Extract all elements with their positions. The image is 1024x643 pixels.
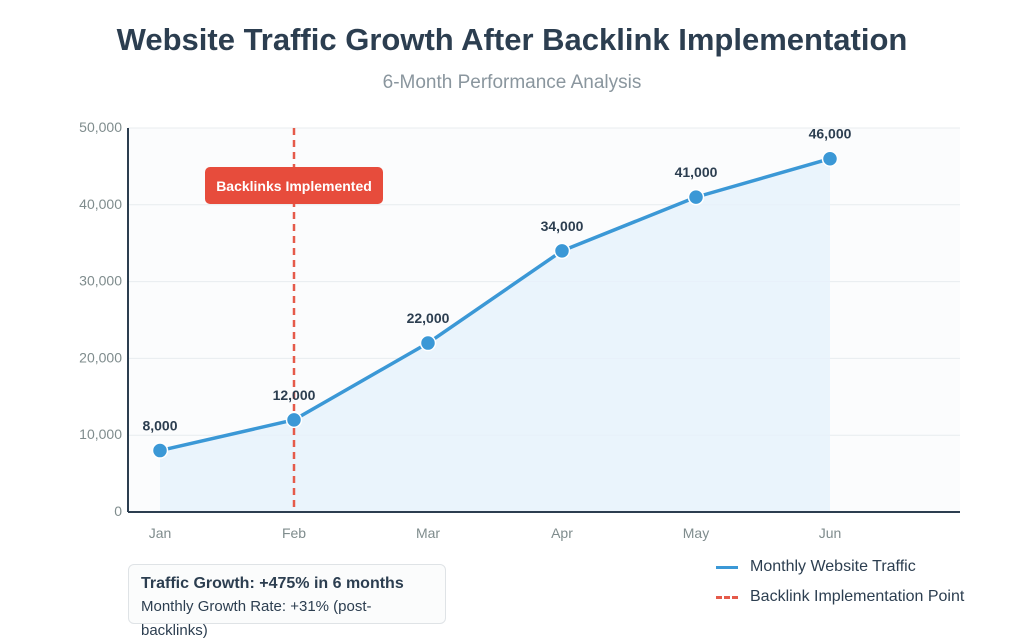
- traffic-line-chart: 0 10,000 20,000 30,000 40,000 50,000 Jan Feb Ma…: [79, 119, 960, 541]
- x-tick-label: Mar: [416, 525, 440, 541]
- y-tick-label: 10,000: [79, 426, 122, 442]
- data-label: 22,000: [407, 310, 450, 326]
- y-tick-label: 40,000: [79, 196, 122, 212]
- growth-stats-box: Traffic Growth: +475% in 6 months Monthl…: [128, 564, 446, 639]
- x-axis-ticks: Jan Feb Mar Apr May Jun: [149, 525, 842, 541]
- y-tick-label: 30,000: [79, 273, 122, 289]
- data-point: [553, 242, 571, 260]
- y-tick-label: 0: [114, 503, 122, 519]
- traffic-growth-stat: Traffic Growth: +475% in 6 months: [141, 575, 404, 592]
- data-point: [687, 188, 705, 206]
- data-labels: 8,000 12,000 22,000 34,000 41,000 46,000: [142, 126, 851, 434]
- monthly-growth-rate-stat: Monthly Growth Rate: +31% (post-backlink…: [141, 598, 372, 639]
- data-label: 34,000: [541, 218, 584, 234]
- y-axis-ticks: 0 10,000 20,000 30,000 40,000 50,000: [79, 119, 122, 519]
- solid-line-swatch-icon: [716, 565, 738, 569]
- x-tick-label: Feb: [282, 525, 306, 541]
- series-area-fill: [160, 158, 830, 512]
- data-points: [151, 150, 839, 459]
- legend-label-traffic: Monthly Website Traffic: [750, 558, 916, 575]
- chart-title: Website Traffic Growth After Backlink Im…: [116, 22, 908, 57]
- series-line: [158, 156, 832, 453]
- x-tick-label: Jan: [149, 525, 172, 541]
- y-tick-label: 50,000: [79, 119, 122, 135]
- legend-item-backlink: Backlink Implementation Point: [716, 582, 964, 612]
- data-label: 12,000: [273, 387, 316, 403]
- annotation-badge-bg: [205, 167, 383, 204]
- data-label: 46,000: [809, 126, 852, 142]
- legend-item-traffic: Monthly Website Traffic: [716, 552, 964, 582]
- legend-label-backlink: Backlink Implementation Point: [750, 588, 965, 605]
- chart-subtitle: 6-Month Performance Analysis: [382, 72, 642, 93]
- data-label: 8,000: [142, 418, 177, 434]
- y-tick-label: 20,000: [79, 349, 122, 365]
- data-point: [419, 334, 437, 352]
- data-point: [151, 442, 169, 459]
- chart-legend: Monthly Website Traffic Backlink Impleme…: [716, 552, 964, 612]
- data-point: [285, 411, 303, 429]
- data-label: 41,000: [675, 164, 718, 180]
- x-tick-label: May: [683, 525, 709, 541]
- data-point: [821, 150, 839, 167]
- backlink-annotation-badge: Backlinks Implemented: [205, 167, 383, 204]
- x-tick-label: Jun: [819, 525, 842, 541]
- x-tick-label: Apr: [551, 525, 573, 541]
- dashed-line-swatch-icon: [716, 595, 738, 599]
- annotation-label: Backlinks Implemented: [216, 178, 372, 194]
